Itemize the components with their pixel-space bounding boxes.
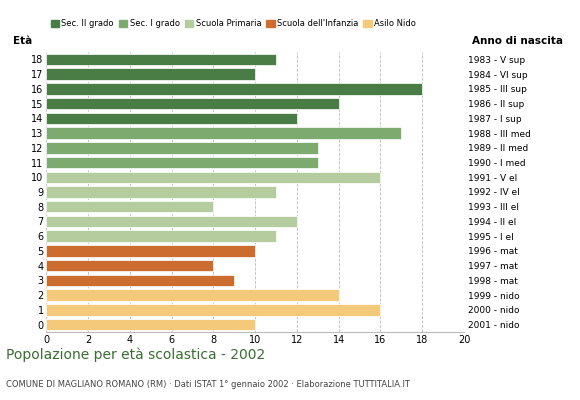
Bar: [46, 201, 213, 212]
Bar: [46, 319, 255, 330]
Legend: Sec. II grado, Sec. I grado, Scuola Primaria, Scuola dell'Infanzia, Asilo Nido: Sec. II grado, Sec. I grado, Scuola Prim…: [50, 19, 416, 28]
Text: Età: Età: [13, 36, 32, 46]
Bar: [46, 54, 276, 65]
Bar: [46, 98, 339, 109]
Bar: [46, 260, 213, 272]
Bar: [46, 142, 318, 154]
Bar: [46, 127, 401, 139]
Bar: [46, 186, 276, 198]
Bar: [46, 157, 318, 168]
Bar: [46, 230, 276, 242]
Bar: [46, 216, 297, 227]
Bar: [46, 83, 422, 94]
Text: COMUNE DI MAGLIANO ROMANO (RM) · Dati ISTAT 1° gennaio 2002 · Elaborazione TUTTI: COMUNE DI MAGLIANO ROMANO (RM) · Dati IS…: [6, 380, 410, 389]
Bar: [46, 290, 339, 301]
Bar: [46, 112, 297, 124]
Text: Popolazione per età scolastica - 2002: Popolazione per età scolastica - 2002: [6, 348, 265, 362]
Text: Anno di nascita: Anno di nascita: [472, 36, 563, 46]
Bar: [46, 304, 380, 316]
Bar: [46, 245, 255, 257]
Bar: [46, 275, 234, 286]
Bar: [46, 172, 380, 183]
Bar: [46, 68, 255, 80]
